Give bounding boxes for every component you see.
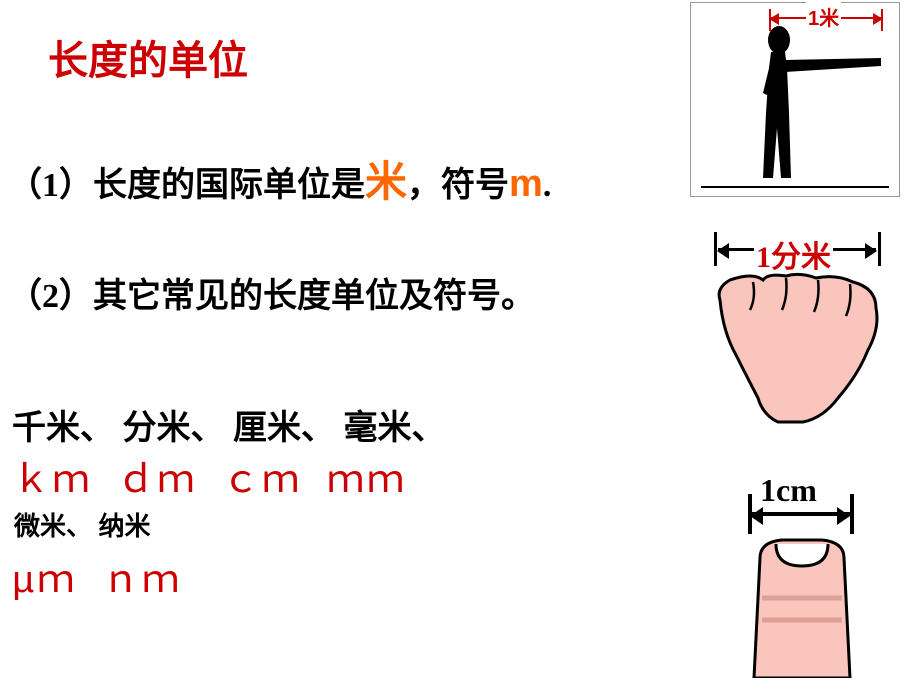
unit-en-cm: ｃｍ (222, 461, 302, 504)
ground-line (701, 186, 889, 188)
unit-en-dm: ｄｍ (117, 461, 197, 504)
figure-1-centimeter: 1cm (702, 470, 900, 670)
unit-cn-dm: 分米、 (123, 410, 225, 447)
fig3-label: 1cm (760, 472, 817, 509)
unit-en-mm: ｍｍ (326, 461, 406, 504)
units-en-row2: μｍ ｎｍ (12, 548, 182, 604)
point-1-prefix: （1）长度的国际单位是 (8, 167, 365, 204)
fist-icon (708, 270, 888, 425)
unit-cn-nm: 纳米 (99, 512, 151, 541)
units-en-row1: ｋｍ ｄｍ ｃｍ ｍｍ (12, 448, 407, 504)
point-1-suffix: . (543, 167, 552, 204)
highlight-mi: 米 (365, 158, 407, 205)
unit-cn-cm: 厘米、 (233, 410, 335, 447)
point-1: （1）长度的国际单位是米，符号m. (8, 148, 551, 209)
highlight-m: m (509, 163, 543, 205)
slide-title: 长度的单位 (48, 28, 248, 86)
units-cn-row1: 千米、 分米、 厘米、 毫米、 (12, 400, 446, 449)
unit-en-nm: ｎｍ (102, 561, 182, 604)
unit-cn-mm: 毫米、 (344, 410, 446, 447)
point-2: （2）其它常见的长度单位及符号。 (8, 268, 535, 317)
unit-cn-um: 微米、 (14, 512, 92, 541)
finger-icon (742, 538, 862, 678)
units-cn-row2: 微米、 纳米 (14, 506, 151, 543)
unit-en-km: ｋｍ (12, 461, 92, 504)
unit-en-um: μｍ (12, 561, 77, 604)
unit-cn-km: 千米、 (12, 410, 114, 447)
person-silhouette-icon (721, 18, 891, 188)
tick-right (850, 494, 854, 534)
figure-1-decimeter: 1分米 (690, 222, 900, 422)
point-1-mid: ，符号 (407, 167, 509, 204)
dimension-arrow (750, 512, 850, 516)
figure-1-meter: 1米 (690, 2, 900, 197)
tick-right (878, 232, 881, 266)
